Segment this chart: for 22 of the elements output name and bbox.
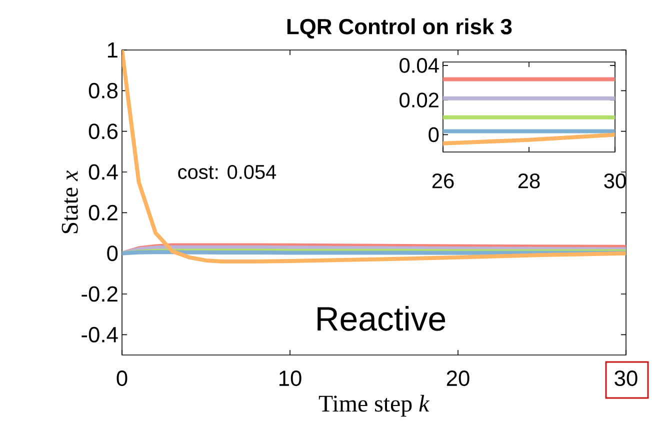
x-axis-title: Time step k bbox=[318, 394, 430, 417]
y-tick-label: 0 bbox=[428, 127, 439, 142]
x-tick-label: 20 bbox=[446, 370, 470, 386]
annotation: Reactive bbox=[318, 306, 446, 331]
annotation: cost: 0.054 bbox=[178, 164, 276, 180]
y-tick-label: 0.04 bbox=[400, 58, 439, 73]
y-tick-label: 0.8 bbox=[88, 82, 118, 98]
y-axis-title: State x bbox=[62, 170, 78, 234]
y-tick-label: 0.4 bbox=[88, 164, 118, 180]
chart-title: LQR Control on risk 3 bbox=[287, 18, 512, 38]
x-tick-label: 28 bbox=[518, 174, 540, 188]
x-tick-label: 30 bbox=[614, 370, 638, 386]
y-tick-label: -0.4 bbox=[82, 326, 118, 342]
x-tick-label: 26 bbox=[432, 174, 454, 188]
y-tick-label: 0 bbox=[107, 246, 118, 262]
y-tick-label: 0.2 bbox=[88, 204, 118, 220]
y-tick-label: -0.2 bbox=[82, 286, 118, 302]
y-tick-label: 0.6 bbox=[88, 124, 118, 140]
y-tick-label: 0.02 bbox=[400, 92, 438, 108]
line-series bbox=[122, 50, 626, 264]
x-tick-label: 10 bbox=[279, 370, 302, 386]
y-tick-label: 1 bbox=[108, 42, 118, 58]
